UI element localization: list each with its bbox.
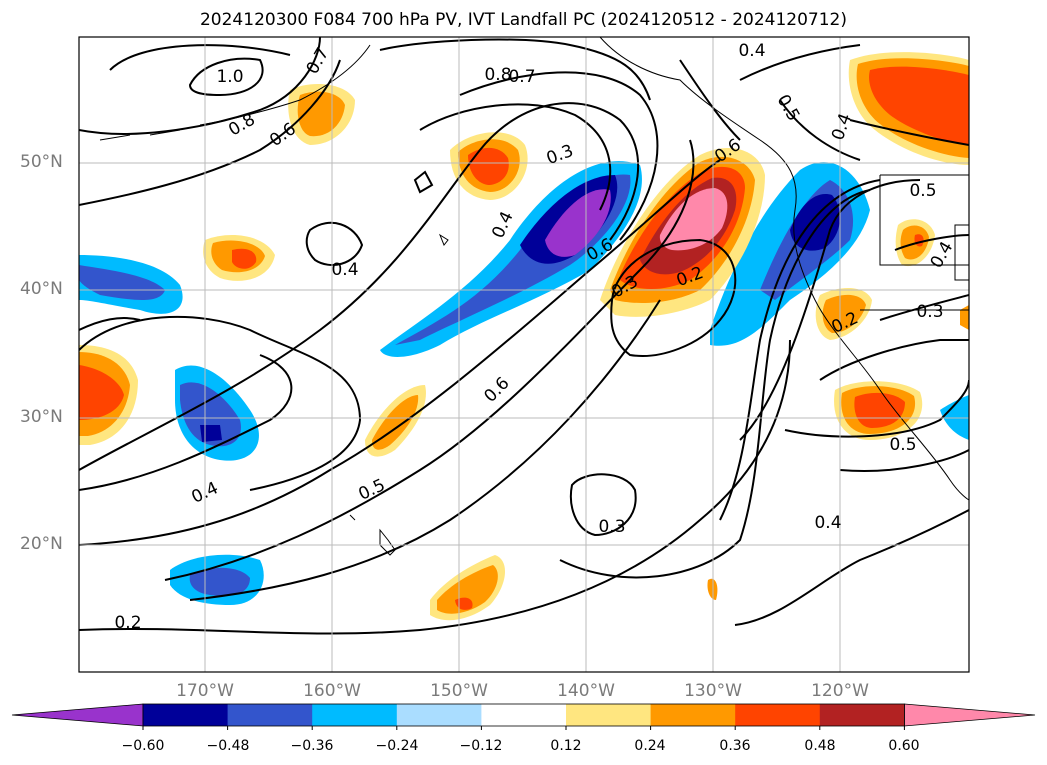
colorbar-segment <box>650 704 736 726</box>
contour-label: 0.8 <box>225 110 258 141</box>
negative-anomaly-band <box>380 161 642 357</box>
lat-label-50n: 50°N <box>20 152 63 172</box>
contour-label: 0.5 <box>889 435 916 455</box>
lat-label-30n: 30°N <box>20 407 63 427</box>
colorbar-segment <box>819 704 905 726</box>
contour-label: 0.3 <box>598 517 625 537</box>
lon-label-120w: 120°W <box>811 681 869 701</box>
contour-label: 0.4 <box>828 111 856 143</box>
colorbar-tick: −0.60 <box>121 738 165 754</box>
contour-label: 0.4 <box>738 41 765 61</box>
coastlines <box>99 37 969 556</box>
map-title: 2024120300 F084 700 hPa PV, IVT Landfall… <box>199 10 847 30</box>
lon-label-150w: 150°W <box>430 681 488 701</box>
colorbar-extend-left <box>11 703 144 727</box>
lat-label-20n: 20°N <box>20 534 63 554</box>
colorbar-segment <box>566 704 652 726</box>
contour-label: 0.2 <box>114 613 141 633</box>
colorbar-tick: −0.48 <box>206 738 250 754</box>
contour-label: 0.5 <box>773 91 804 124</box>
colorbar-tick: 0.60 <box>888 738 920 754</box>
lon-label-140w: 140°W <box>557 681 615 701</box>
colorbar-segment <box>396 704 482 726</box>
colorbar-frame <box>142 703 905 727</box>
contour-label: 0.4 <box>189 478 222 508</box>
gridlines <box>79 37 969 672</box>
colorbar-tick: 0.36 <box>719 738 751 754</box>
contour-label: 0.7 <box>508 67 535 87</box>
colorbar-tick: −0.36 <box>290 738 334 754</box>
contour-label: 0.4 <box>814 513 841 533</box>
pv-contours <box>79 37 969 635</box>
contour-label: 0.4 <box>331 260 358 280</box>
lon-label-160w: 160°W <box>303 681 361 701</box>
lat-label-40n: 40°N <box>20 279 63 299</box>
contour-label: 0.5 <box>909 181 936 201</box>
colorbar-tick: 0.48 <box>804 738 836 754</box>
map-frame <box>78 36 970 673</box>
lon-label-170w: 170°W <box>176 681 234 701</box>
positive-anomaly-spots <box>79 52 969 621</box>
colorbar-tick: −0.12 <box>459 738 503 754</box>
colorbar-tick: 0.12 <box>550 738 582 754</box>
lon-label-130w: 130°W <box>684 681 742 701</box>
colorbar-segment <box>735 704 821 726</box>
colorbar-tick: −0.24 <box>375 738 419 754</box>
contour-label: 0.3 <box>544 141 576 169</box>
contour-label: 0.8 <box>484 65 511 85</box>
colorbar-segment <box>312 704 398 726</box>
contour-label: 1.0 <box>216 67 243 87</box>
colorbar-extend-right <box>904 703 1036 727</box>
colorbar-segment <box>227 704 313 726</box>
colorbar-tick: 0.24 <box>634 738 666 754</box>
contour-label: 0.5 <box>356 475 389 505</box>
colorbar-segment <box>481 704 567 726</box>
colorbar-segment <box>143 704 229 726</box>
colorbar <box>11 703 1036 730</box>
contour-label: 0.3 <box>916 302 943 322</box>
